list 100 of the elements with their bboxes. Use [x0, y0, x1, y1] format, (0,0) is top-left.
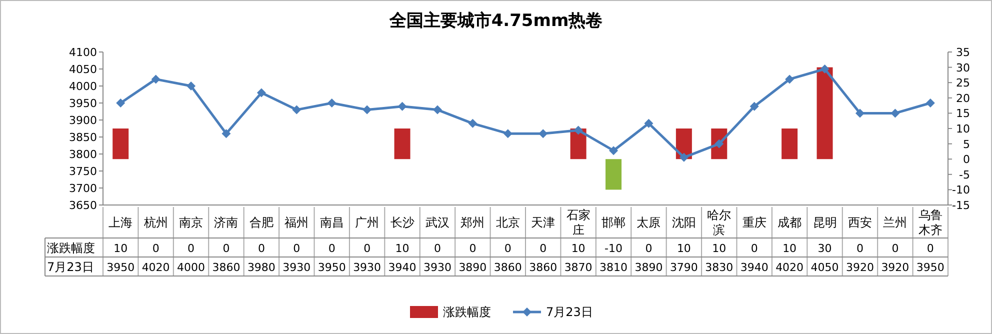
- y2-tick-label: -5: [959, 168, 970, 182]
- point: [151, 74, 160, 84]
- x-tick-label: 昆明: [812, 216, 837, 230]
- data-label: 0: [856, 242, 864, 255]
- point: [292, 105, 302, 114]
- y-tick-label: 3800: [69, 148, 97, 161]
- data-label: 4050: [810, 261, 839, 274]
- data-label: 0: [540, 242, 547, 255]
- point: [186, 82, 196, 90]
- y2-tick-label: 25: [956, 76, 970, 90]
- data-label: 3890: [458, 261, 487, 274]
- data-label: 3920: [881, 261, 910, 274]
- legend-label: 7月23日: [546, 305, 593, 319]
- y2-tick-label: 10: [956, 122, 970, 136]
- x-tick-label: 南京: [179, 216, 204, 230]
- data-label: 3920: [846, 261, 874, 274]
- data-label: 10: [712, 242, 726, 255]
- data-label: 0: [188, 242, 195, 255]
- x-tick-label: 太原: [636, 216, 661, 230]
- data-label: 3860: [212, 261, 240, 274]
- data-label: 0: [293, 242, 300, 255]
- bar: [606, 159, 622, 190]
- bar: [816, 67, 833, 160]
- point: [538, 129, 548, 138]
- point: [644, 118, 654, 128]
- x-tick-label: 杭州: [142, 216, 168, 230]
- data-label: 0: [750, 242, 758, 255]
- x-tick-label: 福州: [284, 216, 309, 230]
- data-label: 3790: [670, 261, 698, 274]
- point: [926, 98, 935, 108]
- point: [785, 74, 794, 84]
- y-tick-label: 4050: [69, 63, 97, 76]
- y2-tick-label: 15: [956, 107, 970, 120]
- data-label: -10: [604, 242, 623, 255]
- legend-label: 涨跌幅度: [443, 305, 491, 319]
- x-tick-label: 乌鲁木齐: [918, 208, 942, 237]
- data-label: 0: [926, 242, 934, 255]
- point: [574, 126, 583, 135]
- y2-tick-label: 20: [956, 92, 970, 105]
- data-label: 10: [782, 242, 797, 255]
- bar: [112, 128, 129, 160]
- data-label: 0: [645, 242, 652, 255]
- data-label: 0: [469, 242, 476, 255]
- data-label: 4020: [776, 261, 804, 274]
- data-label: 0: [504, 242, 512, 255]
- data-label: 4000: [177, 261, 206, 274]
- point: [820, 64, 830, 74]
- y-tick-label: 4100: [69, 46, 97, 59]
- point: [432, 105, 442, 114]
- x-tick-label: 上海: [108, 216, 133, 230]
- bar: [782, 128, 798, 160]
- data-label: 0: [434, 242, 441, 255]
- point: [256, 88, 266, 98]
- text: 涨跌幅度: [47, 241, 95, 255]
- data-label: 3930: [353, 261, 382, 274]
- y2-tick-label: 5: [963, 138, 970, 151]
- point: [222, 129, 231, 138]
- x-tick-label: 邯郸: [602, 216, 626, 230]
- y-tick-label: 3750: [69, 165, 97, 178]
- x-tick-label: 广州: [355, 216, 380, 230]
- x-tick-label: 长沙: [390, 216, 414, 230]
- data-label: 3890: [634, 261, 663, 274]
- x-tick-label: 成都: [778, 216, 802, 230]
- data-label: 10: [571, 242, 586, 255]
- x-tick-label: 北京: [496, 216, 520, 230]
- data-label: 3950: [318, 261, 346, 274]
- data-label: 3830: [705, 261, 734, 274]
- y-tick-label: 3950: [69, 97, 97, 110]
- x-tick-label: 沈阳: [672, 216, 696, 230]
- x-tick-label: 哈尔滨: [707, 208, 732, 237]
- x-tick-label: 天津: [531, 216, 556, 230]
- point: [679, 152, 688, 162]
- data-label: 3950: [106, 261, 135, 274]
- data-label: 3950: [916, 261, 944, 274]
- data-label: 0: [258, 242, 265, 255]
- x-tick-label: 济南: [214, 216, 238, 230]
- y2-tick-label: 35: [956, 46, 970, 59]
- x-tick-label: 西安: [848, 216, 872, 230]
- data-label: 3980: [247, 261, 276, 274]
- point: [503, 129, 512, 138]
- x-tick-label: 石家庄: [566, 208, 590, 237]
- x-tick-label: 合肥: [249, 216, 274, 230]
- data-label: 0: [222, 242, 230, 255]
- data-label: 3940: [740, 261, 768, 274]
- y2-tick-label: -15: [952, 199, 970, 212]
- y-tick-label: 3900: [69, 114, 97, 127]
- point: [362, 105, 372, 114]
- chart-title: 全国主要城市4.75mm热卷: [388, 11, 603, 31]
- data-label: 10: [395, 242, 410, 255]
- point: [855, 108, 864, 118]
- y2-tick-label: -10: [952, 184, 970, 197]
- data-label: 3870: [564, 261, 592, 274]
- text: 7月23日: [47, 260, 94, 274]
- data-label: 0: [892, 242, 899, 255]
- y2-tick-label: 30: [956, 61, 970, 74]
- bar: [394, 128, 410, 160]
- y-tick-label: 3650: [69, 199, 97, 212]
- x-tick-label: 重庆: [742, 216, 766, 230]
- point: [116, 98, 126, 108]
- x-tick-label: 武汉: [425, 216, 450, 230]
